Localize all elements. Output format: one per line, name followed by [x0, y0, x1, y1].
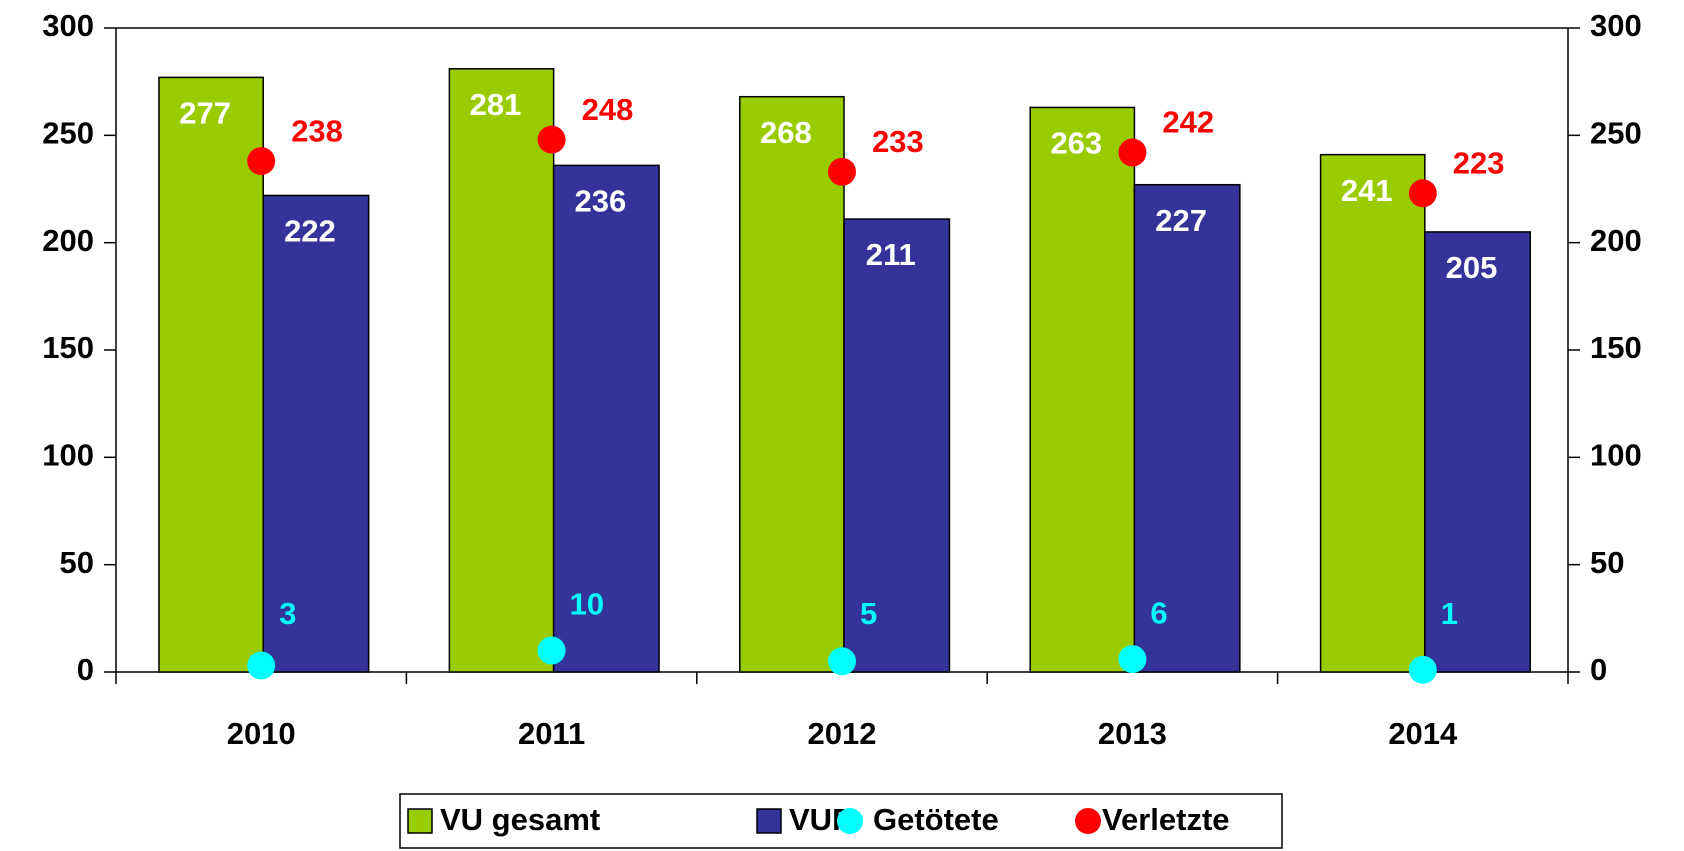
bar-value-label: 277: [179, 96, 231, 131]
y2-tick-label: 300: [1590, 8, 1642, 43]
bar-value-label: 241: [1341, 173, 1393, 208]
y-tick-label: 150: [42, 330, 94, 365]
dot-value-label: 10: [570, 587, 604, 622]
dot: [828, 157, 856, 186]
dot: [247, 651, 276, 680]
legend-swatch: [407, 808, 433, 834]
y-tick-label: 250: [42, 116, 94, 151]
bar: [1133, 183, 1241, 673]
dot-value-label: 5: [860, 596, 877, 631]
dot-value-label: 242: [1162, 105, 1214, 140]
bar: [1319, 153, 1426, 673]
x-tick-label: 2012: [808, 716, 877, 751]
y2-tick-label: 100: [1590, 438, 1642, 473]
y2-tick-label: 150: [1590, 330, 1642, 365]
dot-value-label: 223: [1453, 145, 1505, 180]
dot-value-label: 248: [582, 92, 634, 127]
bar: [739, 95, 845, 673]
bar: [843, 218, 951, 673]
dot-value-label: 233: [872, 124, 924, 159]
dot: [1118, 138, 1147, 167]
dot: [1408, 655, 1437, 684]
bar-value-label: 268: [760, 115, 812, 150]
dot: [537, 125, 566, 154]
bar: [262, 194, 370, 673]
bar: [448, 68, 555, 673]
bar: [1424, 231, 1531, 673]
x-tick-label: 2011: [518, 716, 585, 751]
x-tick-label: 2014: [1388, 716, 1458, 751]
y2-tick-label: 0: [1590, 652, 1607, 687]
bar-value-label: 205: [1446, 250, 1498, 285]
bar: [158, 76, 264, 673]
bar: [1029, 106, 1136, 673]
dot: [1408, 179, 1437, 208]
y-tick-label: 50: [60, 545, 94, 580]
bar: [552, 164, 660, 673]
legend-label: VU gesamt: [440, 802, 600, 837]
bar-value-label: 263: [1050, 126, 1102, 161]
y2-tick-label: 50: [1590, 545, 1624, 580]
legend-swatch: [837, 808, 863, 834]
dot-value-label: 6: [1150, 595, 1167, 630]
y-tick-label: 100: [42, 438, 94, 473]
bar-value-label: 281: [470, 87, 522, 122]
dot: [247, 147, 276, 176]
y2-tick-label: 250: [1590, 116, 1642, 151]
legend-label: Getötete: [873, 802, 999, 837]
dot: [537, 636, 566, 665]
x-tick-label: 2010: [227, 716, 296, 751]
y2-tick-label: 200: [1590, 223, 1642, 258]
dot-value-label: 238: [291, 113, 343, 148]
bar-value-label: 211: [866, 237, 916, 272]
x-tick-label: 2013: [1098, 716, 1167, 751]
dot-value-label: 1: [1441, 596, 1458, 631]
legend-label: Verletzte: [1102, 802, 1230, 837]
bar-value-label: 236: [574, 184, 626, 219]
y-tick-label: 0: [77, 652, 94, 687]
bar-value-label: 222: [284, 214, 336, 249]
legend-swatch: [1075, 808, 1101, 834]
bar-value-label: 227: [1155, 203, 1207, 238]
legend-swatch: [756, 808, 782, 834]
dot-value-label: 3: [279, 596, 296, 631]
dot: [828, 647, 856, 676]
y-tick-label: 300: [42, 8, 94, 43]
dot: [1118, 645, 1147, 674]
y-tick-label: 200: [42, 223, 94, 258]
